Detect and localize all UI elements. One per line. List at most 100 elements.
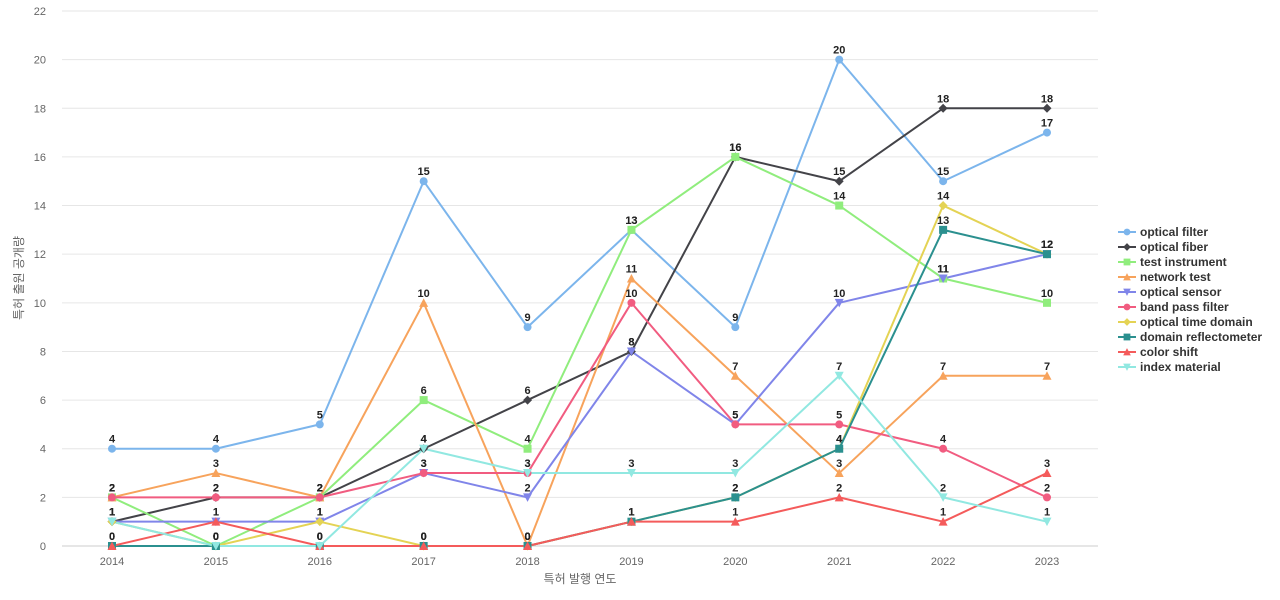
data-point[interactable] [211,468,221,478]
data-label: 15 [833,166,845,178]
legend-marker[interactable] [1123,242,1131,251]
data-point[interactable] [211,444,220,453]
data-point[interactable] [938,274,948,284]
legend-marker[interactable] [1123,363,1131,371]
data-point[interactable] [211,517,221,526]
data-point[interactable] [1042,517,1052,527]
data-point[interactable] [523,395,533,405]
data-point[interactable] [731,152,740,161]
data-point[interactable] [626,469,636,478]
legend-label: optical time domain [1140,314,1253,329]
data-label: 0 [421,531,427,543]
data-point[interactable] [834,492,844,502]
data-point[interactable] [731,420,740,429]
data-point[interactable] [108,444,116,453]
data-label: 4 [421,434,428,446]
data-point[interactable] [627,225,636,234]
data-point[interactable] [419,396,428,405]
legend-item[interactable]: band pass filter [1118,299,1262,314]
legend-marker[interactable] [1123,317,1131,326]
data-point[interactable] [730,469,740,478]
data-point[interactable] [211,542,221,551]
legend-marker[interactable] [1123,303,1131,310]
data-label: 1 [732,507,738,519]
legend-item[interactable]: index material [1118,359,1262,374]
data-point[interactable] [834,298,844,308]
data-point[interactable] [1042,371,1052,380]
data-point[interactable] [1043,250,1051,259]
data-point[interactable] [523,493,533,502]
legend-item[interactable]: network test [1118,269,1262,284]
data-point[interactable] [419,469,428,478]
data-point[interactable] [1043,128,1051,137]
data-point[interactable] [731,493,740,502]
data-point[interactable] [315,542,325,551]
data-point[interactable] [939,177,948,186]
data-point[interactable] [1043,493,1051,502]
data-label: 20 [833,45,845,57]
data-point[interactable] [107,541,117,551]
data-point[interactable] [938,201,948,211]
data-point[interactable] [211,493,220,502]
data-label: 0 [317,531,323,543]
legend-item[interactable]: optical time domain [1118,314,1262,329]
data-point[interactable] [523,323,532,332]
data-point[interactable] [626,274,636,283]
data-point[interactable] [626,347,636,356]
legend-marker[interactable] [1123,333,1131,340]
data-point[interactable] [1042,468,1052,478]
data-label: 2 [317,482,323,494]
data-point[interactable] [107,517,117,527]
data-point[interactable] [523,541,533,551]
data-point[interactable] [834,176,844,186]
data-point[interactable] [315,420,324,429]
legend-marker[interactable] [1123,258,1131,265]
legend-marker[interactable] [1123,288,1131,296]
data-point[interactable] [939,225,948,234]
data-point[interactable] [939,444,948,453]
data-point[interactable] [315,493,324,502]
data-point[interactable] [835,55,844,64]
data-point[interactable] [835,201,844,210]
data-point[interactable] [1043,298,1051,307]
legend-item[interactable]: test instrument [1118,254,1262,269]
data-point[interactable] [938,517,948,526]
data-point[interactable] [938,493,948,502]
data-point[interactable] [834,468,844,478]
data-point[interactable] [419,298,429,307]
data-label: 3 [732,458,738,470]
data-point[interactable] [835,420,844,429]
legend-marker[interactable] [1123,272,1131,280]
data-point[interactable] [730,517,740,526]
data-point[interactable] [938,103,948,113]
data-point[interactable] [731,323,740,332]
legend-marker[interactable] [1123,347,1131,355]
legend-item[interactable]: domain reflectometer [1118,329,1262,344]
data-point[interactable] [419,444,429,454]
data-point[interactable] [419,177,428,186]
data-point[interactable] [523,469,533,478]
data-point[interactable] [1042,103,1052,113]
legend-marker[interactable] [1123,228,1131,235]
x-tick-label: 2020 [723,556,747,568]
series-line [111,107,1047,523]
data-point[interactable] [626,517,636,526]
data-point[interactable] [834,371,844,381]
data-label: 1 [628,507,634,519]
data-point[interactable] [835,444,844,453]
data-point[interactable] [730,371,740,380]
legend-item[interactable]: optical fiber [1118,239,1262,254]
data-label: 0 [421,531,427,543]
data-point[interactable] [108,493,116,502]
data-point[interactable] [315,517,325,527]
legend-swatch [1118,272,1136,280]
data-point[interactable] [523,444,532,453]
data-label: 2 [213,482,219,494]
legend-item[interactable]: optical sensor [1118,284,1262,299]
data-point[interactable] [419,541,429,551]
legend-item[interactable]: optical filter [1118,224,1262,239]
data-point[interactable] [938,371,948,380]
data-point[interactable] [627,298,636,307]
legend-item[interactable]: color shift [1118,344,1262,359]
data-label: 18 [937,93,949,105]
